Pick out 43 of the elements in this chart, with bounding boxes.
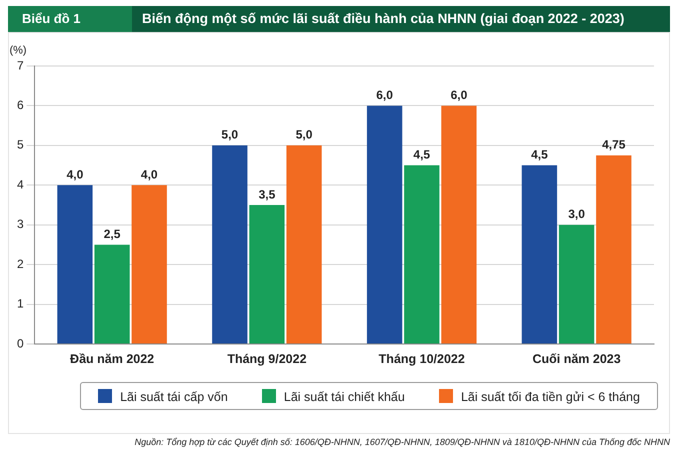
chart-title: Biểu đồ 1 (8, 6, 132, 32)
y-tick-label: 1 (16, 296, 24, 311)
x-tick-label: Cuối năm 2023 (532, 352, 621, 366)
data-label: 2,5 (104, 227, 121, 242)
data-label: 5,0 (296, 128, 313, 142)
data-label: 5,0 (221, 128, 238, 142)
legend-label: Lãi suất tái chiết khấu (282, 388, 405, 404)
bar (522, 165, 558, 344)
bar (94, 244, 130, 344)
data-label: 3,5 (258, 187, 276, 202)
data-label: 6,0 (376, 88, 394, 102)
data-label: 6,0 (450, 88, 468, 102)
x-tick-label: Tháng 10/2022 (378, 352, 465, 366)
legend-label: Lãi suất tối đa tiền gửi < 6 tháng (460, 388, 640, 404)
bar (132, 185, 167, 344)
bar (596, 155, 632, 344)
y-tick-label: 6 (16, 98, 24, 112)
y-tick-label: 7 (16, 58, 24, 72)
bar (249, 205, 285, 344)
data-label: 4,75 (602, 138, 626, 152)
y-tick-label: 0 (16, 336, 24, 350)
data-label: 4,5 (413, 148, 430, 162)
bar (286, 145, 322, 344)
y-tick-label: 5 (16, 138, 24, 152)
x-tick-label: Đầu năm 2022 (70, 352, 154, 366)
bar (57, 185, 93, 344)
y-tick-label: 4 (16, 177, 24, 192)
data-label: 3,0 (568, 207, 586, 222)
bar (212, 145, 248, 344)
bar (441, 106, 477, 344)
x-tick-label: Tháng 9/2022 (227, 352, 307, 366)
data-label: 4,5 (531, 148, 548, 162)
legend-label: Lãi suất tái cấp vốn (119, 388, 228, 404)
y-tick-label: 3 (16, 217, 24, 232)
bar (366, 106, 402, 344)
bar (404, 165, 440, 344)
data-label: 4,0 (66, 167, 84, 182)
bar (558, 224, 594, 344)
text: Nguồn: Tổng hợp từ các Quyết định số: 1606/QĐ-NHNN, 1607/QĐ-NHNN, 1809/QĐ-NHNN và 1810/QĐ-NHNN của Thống đốc NHNN (134, 437, 670, 447)
y-axis-title: (%) (9, 44, 27, 57)
chart-subtitle: Biến động một số mức lãi suất điều hành của NHNN (giai đoạn 2022 - 2023) (141, 10, 626, 28)
data-label: 4,0 (140, 167, 158, 182)
y-tick-label: 2 (16, 256, 24, 271)
